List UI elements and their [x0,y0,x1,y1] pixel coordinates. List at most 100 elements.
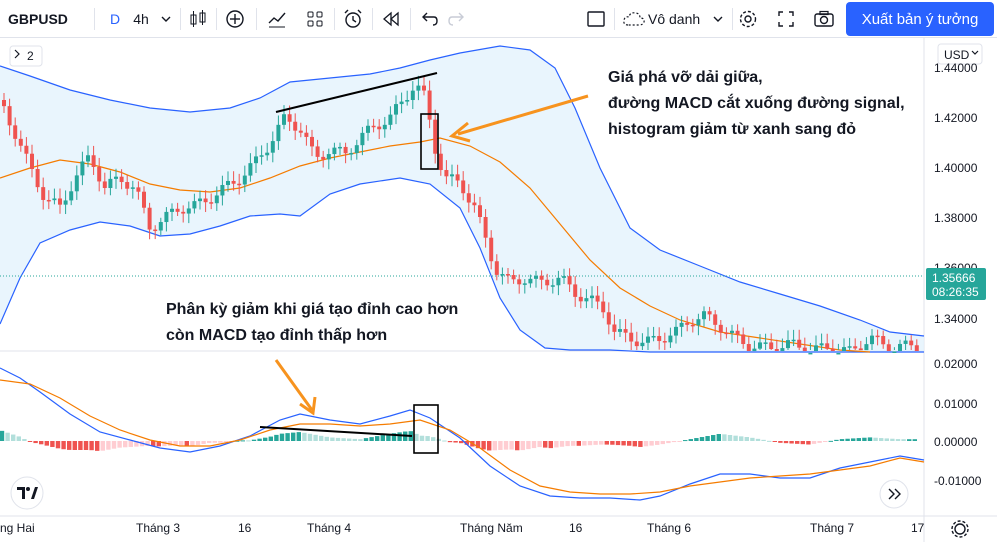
histogram-bar [604,441,609,445]
price-tick: 1.40000 [934,161,978,175]
histogram-bar [61,441,66,450]
candles-icon[interactable] [186,0,210,38]
histogram-bar [867,437,873,441]
histogram-bar [111,441,117,449]
select-layout-icon[interactable] [584,0,608,38]
symbol-search[interactable]: GBPUSD [8,11,68,27]
histogram-bar [324,436,329,441]
annotation-mid-line2: còn MACD tạo đỉnh thấp hơn [166,327,387,344]
histogram-bar [397,432,402,441]
histogram-bar [839,439,845,441]
interval-button[interactable]: 4h [133,11,149,27]
candle-body [248,163,253,176]
publish-idea-button[interactable]: Xuất bản ý tưởng [846,2,994,36]
layout-name[interactable]: Vô danh [648,11,701,27]
macd-trendline[interactable] [259,426,413,437]
currency-selector[interactable]: USD [937,43,983,65]
time-label: Tháng 7 [810,521,854,535]
undo-icon[interactable] [416,0,442,38]
histogram-bar [621,441,626,446]
histogram-bar [162,441,167,447]
histogram-bar [554,441,559,448]
macd-line [0,367,925,501]
redo-icon[interactable] [444,0,470,38]
histogram-bar [251,439,257,441]
histogram-bar [531,441,537,449]
candle-body [494,261,499,275]
histogram-bar [341,438,346,441]
histogram-bar [419,435,425,441]
tradingview-logo[interactable] [10,476,44,510]
bar-countdown: 08:26:35 [932,285,979,299]
legend-toggle[interactable]: 2 [9,45,43,67]
price-trendline[interactable] [275,72,438,113]
highlight-box-price[interactable] [420,113,439,170]
candle-body [170,208,174,212]
templates-icon[interactable] [302,0,328,38]
price-tick: 1.42000 [934,111,978,125]
candle-body [382,124,387,130]
histogram-bar [302,432,307,441]
histogram-bar [912,439,917,441]
histogram-bar [240,440,245,442]
histogram-bar [559,441,565,447]
gear-icon[interactable] [951,520,969,538]
candle-body [819,343,824,346]
replay-icon[interactable] [378,0,404,38]
histogram-bar [890,438,895,441]
fullscreen-icon[interactable] [772,0,800,38]
candle-body [556,277,561,286]
histogram-bar [453,441,458,443]
financials-icon[interactable] [264,0,290,38]
histogram-bar [884,438,889,441]
candle-body [741,334,746,345]
interval-favorite[interactable]: D [109,11,121,27]
candle-body [186,208,191,214]
gear-icon[interactable] [734,0,762,38]
histogram-bar [515,441,520,451]
histogram-bar [895,439,901,441]
histogram-bar [739,436,744,441]
indicators-icon[interactable] [222,0,248,38]
histogram-bar [576,441,581,446]
candle-body [433,119,438,154]
chart-canvas[interactable]: Giá phá vỡ dải giữa, đường MACD cắt xuốn… [0,38,997,542]
candle-body [478,205,482,218]
candle-body [136,187,141,192]
histogram-bar [811,441,817,444]
histogram-bar [755,438,761,441]
chart-area[interactable]: Giá phá vỡ dải giữa, đường MACD cắt xuốn… [0,38,997,542]
bollinger-lower-band [0,177,924,353]
highlight-box-macd[interactable] [413,404,439,454]
alert-icon[interactable] [340,0,366,38]
candle-body [623,329,628,333]
chevron-down-icon[interactable] [708,0,728,38]
histogram-bar [655,441,660,445]
candle-body [578,296,583,302]
chevron-right-icon [14,49,20,59]
scroll-to-realtime-button[interactable] [879,479,909,509]
candle-body [450,174,454,177]
histogram-bar [733,435,738,441]
histogram-bar [783,441,789,444]
histogram-bar [274,434,279,441]
candle-body [461,180,466,194]
cloud-icon[interactable] [620,0,648,38]
candle-body [601,301,606,313]
candle-body [63,200,68,205]
candle-body [125,182,130,189]
candle-body [545,279,550,286]
candle-body [422,85,426,91]
candle-body [377,126,382,130]
macd-histogram [0,430,917,451]
histogram-bar [571,441,576,446]
candle-body [35,168,40,188]
camera-icon[interactable] [810,0,838,38]
histogram-bar [291,432,296,441]
histogram-bar [548,441,553,449]
currency-label: USD [944,48,970,62]
candle-body [416,85,421,91]
time-label: 17 [911,521,925,535]
chevron-down-icon[interactable] [156,0,176,38]
histogram-bar [828,440,833,442]
